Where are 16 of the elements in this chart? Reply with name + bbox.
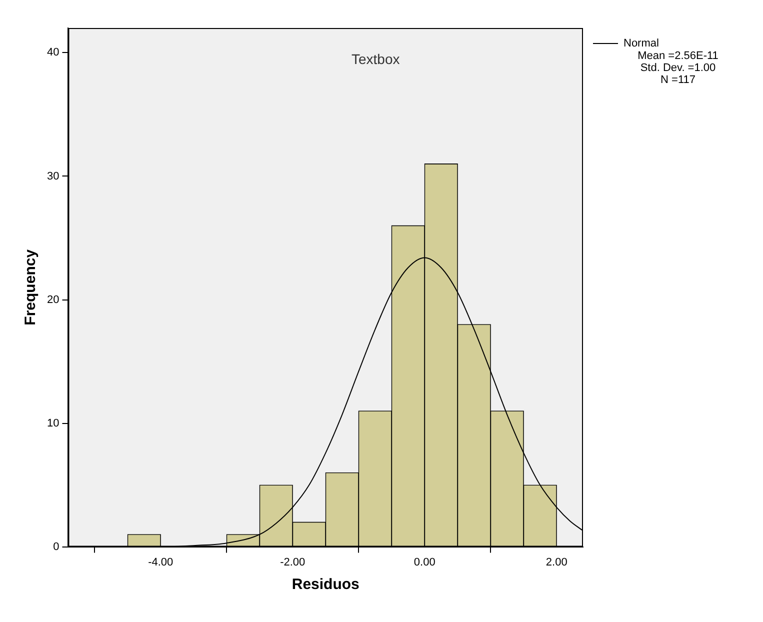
y-tick-label: 30 [46,170,60,182]
y-tick-label: 0 [53,540,60,553]
x-axis-title: Residuos [292,576,360,594]
x-tick-label: -2.00 [280,556,306,568]
legend-label: Normal [624,38,659,50]
x-tick-label: 0.00 [414,556,436,568]
y-axis-title: Frequency [22,248,40,326]
y-tick-label: 10 [46,417,60,430]
y-tick-label: 40 [46,46,60,59]
y-tick-label: 20 [46,294,60,306]
text: Mean =2.56E-11 [636,50,720,62]
text: Std. Dev. =1.00 [639,62,717,74]
text: N =117 [660,74,696,86]
x-tick-label: 2.00 [546,556,568,568]
annotation: Textbox [351,50,400,67]
x-tick-label: -4.00 [148,556,174,568]
